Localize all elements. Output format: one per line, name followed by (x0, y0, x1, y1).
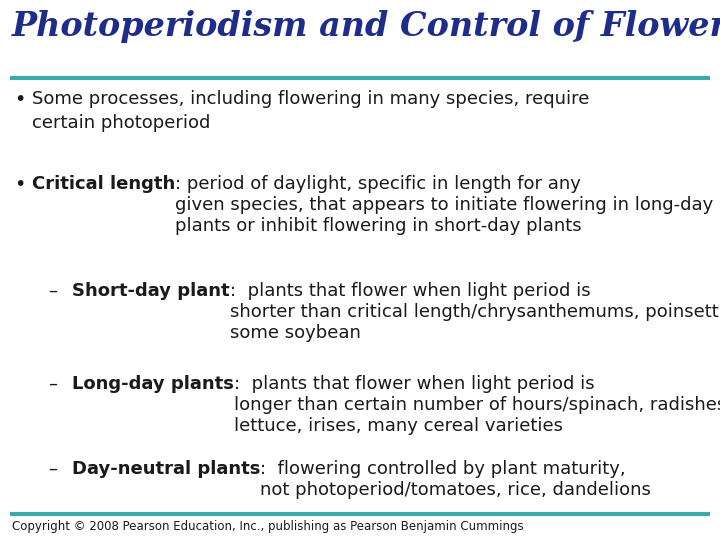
Text: –: – (48, 460, 57, 478)
Text: Long-day plants: Long-day plants (72, 375, 234, 393)
Text: Critical length: Critical length (32, 175, 175, 193)
Text: Day-neutral plants: Day-neutral plants (72, 460, 261, 478)
Text: :  flowering controlled by plant maturity,
not photoperiod/tomatoes, rice, dande: : flowering controlled by plant maturity… (261, 460, 652, 499)
Text: Some processes, including flowering in many species, require
certain photoperiod: Some processes, including flowering in m… (32, 90, 590, 132)
Text: : period of daylight, specific in length for any
given species, that appears to : : period of daylight, specific in length… (175, 175, 714, 234)
Text: :  plants that flower when light period is
longer than certain number of hours/s: : plants that flower when light period i… (234, 375, 720, 435)
Text: •: • (14, 90, 25, 109)
Text: Photoperiodism and Control of Flowering: Photoperiodism and Control of Flowering (12, 10, 720, 43)
Text: •: • (14, 175, 25, 194)
Text: –: – (48, 282, 57, 300)
Text: :  plants that flower when light period is
shorter than critical length/chrysant: : plants that flower when light period i… (230, 282, 720, 342)
Text: –: – (48, 375, 57, 393)
Text: Short-day plant: Short-day plant (72, 282, 230, 300)
Text: Copyright © 2008 Pearson Education, Inc., publishing as Pearson Benjamin Cumming: Copyright © 2008 Pearson Education, Inc.… (12, 520, 523, 533)
